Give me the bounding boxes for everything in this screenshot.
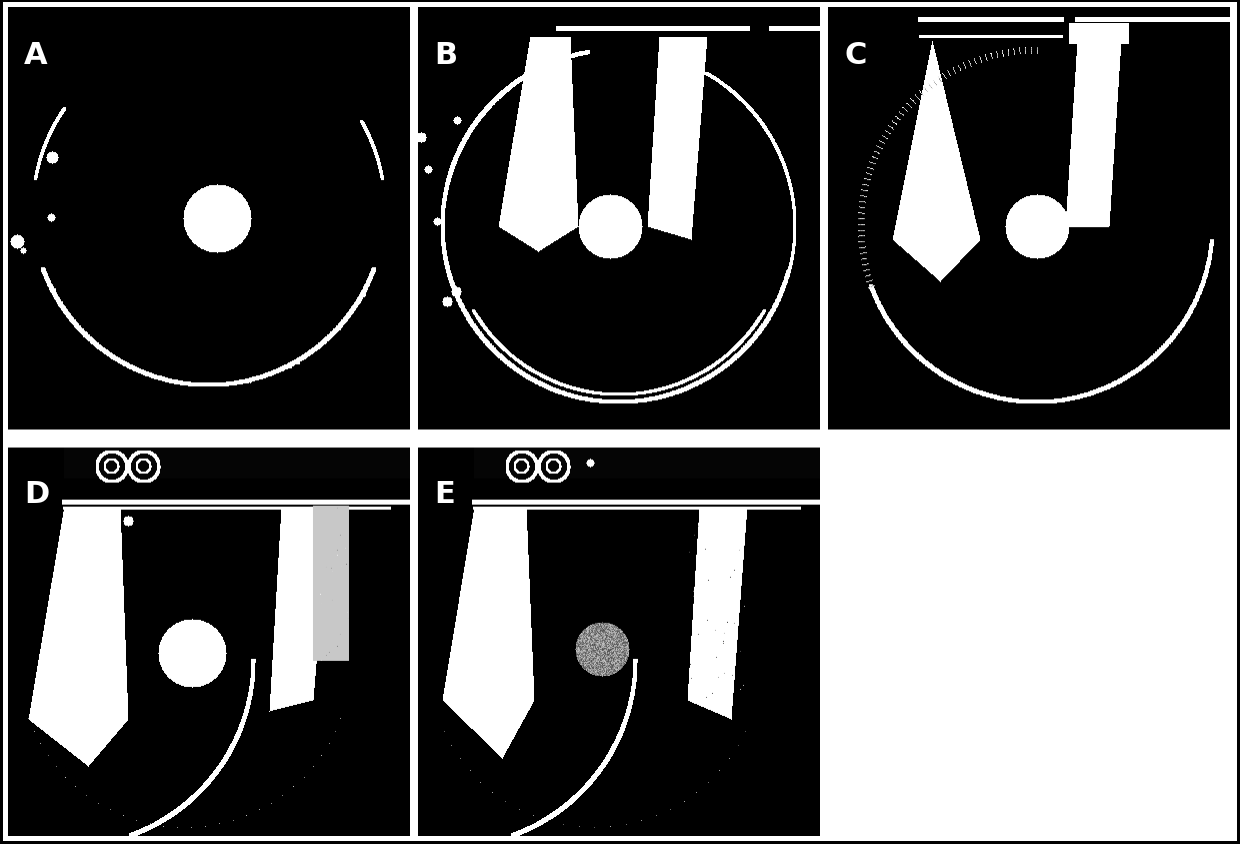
Text: E: E [434, 479, 455, 508]
Text: B: B [434, 41, 458, 70]
Text: C: C [844, 41, 867, 70]
Text: A: A [24, 41, 47, 70]
Text: D: D [24, 479, 50, 508]
